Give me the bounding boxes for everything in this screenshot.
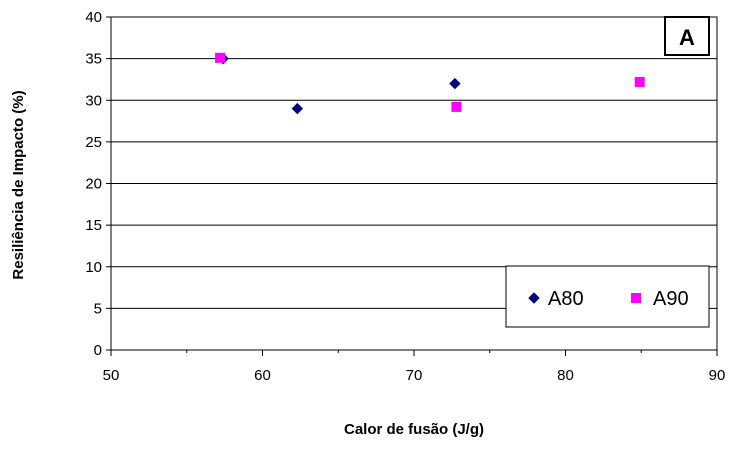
series-a90 <box>215 52 645 112</box>
y-tick-label: 5 <box>94 300 102 317</box>
data-point-a90 <box>215 52 226 63</box>
legend-marker-shape-a80 <box>528 292 540 304</box>
y-tick-label: 35 <box>85 51 102 68</box>
y-axis-title: Resiliência de Impacto (%) <box>10 90 27 279</box>
tick-marks <box>106 16 718 356</box>
y-tick-label: 30 <box>85 92 102 109</box>
x-axis-title: Calor de fusão (J/g) <box>344 421 484 438</box>
panel-label-frame <box>664 16 710 56</box>
x-tick-labels: 50 60 70 80 90 <box>103 367 726 384</box>
legend-marker-shape-a90 <box>631 293 641 303</box>
x-tick-label: 90 <box>709 367 726 384</box>
legend-label-a90: A90 <box>653 288 689 310</box>
x-tick-label: 50 <box>103 367 120 384</box>
y-tick-label: 10 <box>85 259 102 276</box>
data-point-a80 <box>449 77 461 90</box>
data-point-a90 <box>634 76 645 87</box>
data-point-a80 <box>291 102 304 115</box>
data-point-a90 <box>451 101 462 112</box>
y-tick-labels: 0 5 10 15 20 25 30 35 40 <box>85 9 102 359</box>
x-tick-label: 80 <box>557 367 574 384</box>
legend-marker-a80 <box>528 292 540 304</box>
panel-label-box: A <box>664 16 710 56</box>
y-tick-label: 25 <box>85 134 102 151</box>
y-tick-label: 40 <box>85 9 102 26</box>
legend-frame <box>505 265 710 328</box>
y-tick-label: 0 <box>94 342 102 359</box>
legend-marker-a90 <box>631 293 641 303</box>
y-tick-label: 15 <box>85 217 102 234</box>
gridlines <box>111 58 717 309</box>
x-tick-label: 60 <box>254 367 271 384</box>
data-points <box>215 52 645 115</box>
legend: A80 A90 <box>505 265 710 328</box>
x-tick-label: 70 <box>406 367 423 384</box>
legend-label-a80: A80 <box>548 288 584 310</box>
y-tick-label: 20 <box>85 176 102 193</box>
panel-label: A <box>679 25 695 50</box>
